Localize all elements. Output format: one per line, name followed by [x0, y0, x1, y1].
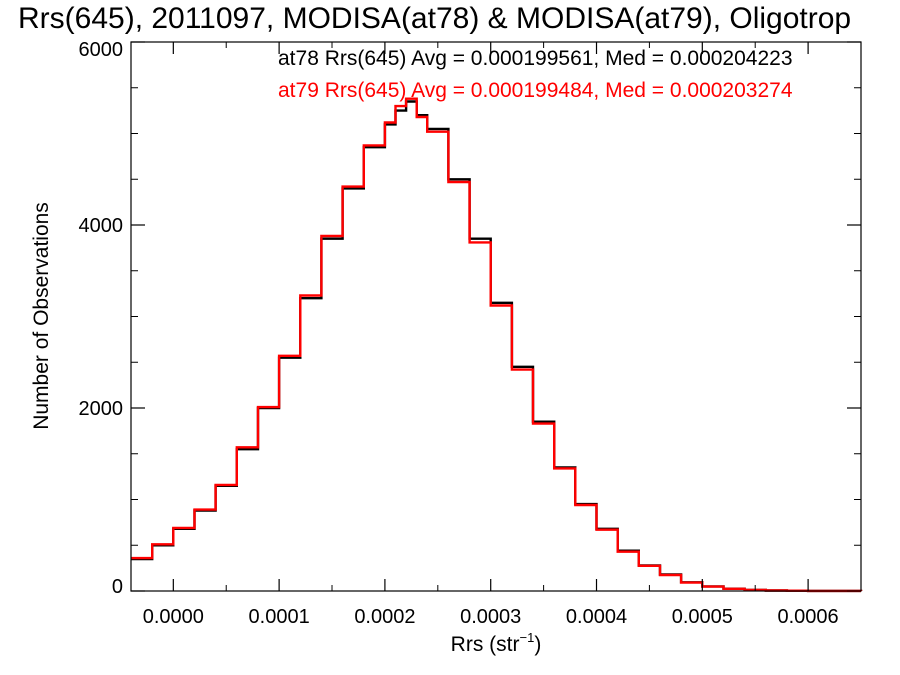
x-tick-label: 0.0001	[249, 606, 310, 628]
series-at78-line	[131, 100, 863, 593]
y-tick-label: 6000	[79, 39, 124, 61]
x-tick-label: 0.0000	[143, 606, 204, 628]
series-at78-stats: at78 Rrs(645) Avg = 0.000199561, Med = 0…	[278, 47, 793, 70]
x-tick-label: 0.0004	[566, 606, 627, 628]
y-axis-tick-labels: 0 2000 4000 6000	[79, 39, 124, 598]
series-layer	[131, 97, 863, 593]
series-at79-line	[131, 97, 863, 593]
y-tick-label: 0	[112, 576, 123, 598]
x-axis-tick-labels: 0.0000 0.0001 0.0002 0.0003 0.0004 0.0005 0.00…	[143, 606, 839, 628]
y-tick-label: 2000	[79, 398, 124, 420]
x-axis-label-superscript: −1	[520, 630, 535, 645]
x-tick-label: 0.0005	[672, 606, 733, 628]
plot-frame	[130, 41, 862, 592]
x-tick-label: 0.0003	[460, 606, 521, 628]
series-at79-stats: at79 Rrs(645) Avg = 0.000199484, Med = 0…	[278, 79, 793, 102]
x-axis-label-main: Rrs (str	[451, 633, 520, 656]
y-axis-label: Number of Observations	[30, 202, 53, 430]
x-tick-label: 0.0002	[354, 606, 415, 628]
x-tick-label: 0.0006	[778, 606, 839, 628]
x-axis-label-close: )	[534, 633, 541, 656]
axis-ticks	[131, 41, 861, 592]
y-tick-label: 4000	[79, 215, 124, 237]
x-axis-label: Rrs (str−1)	[451, 630, 542, 656]
chart-title: Rrs(645), 2011097, MODISA(at78) & MODISA…	[18, 2, 851, 35]
